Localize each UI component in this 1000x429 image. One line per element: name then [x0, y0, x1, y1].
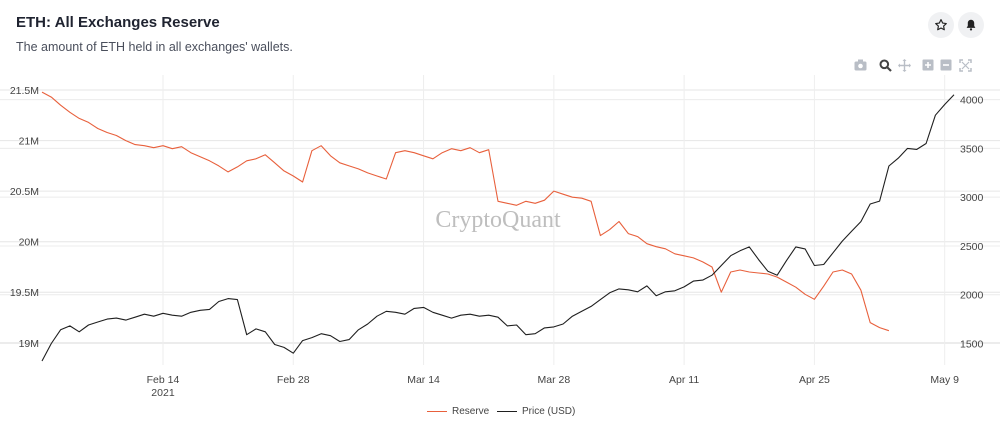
- y-left-tick-label: 21.5M: [10, 85, 39, 97]
- star-icon: [935, 19, 947, 31]
- x-tick-label: Apr 25: [799, 374, 830, 386]
- y-left-tick-label: 20.5M: [10, 186, 39, 198]
- series-line-price[interactable]: [41, 94, 955, 362]
- watermark: CryptoQuant: [435, 207, 561, 233]
- y-right-tick-label: 1500: [960, 338, 984, 350]
- zoom-out-icon[interactable]: [938, 57, 954, 73]
- x-tick-label: May 9: [930, 374, 959, 386]
- x-tick-label: Feb 28: [277, 374, 310, 386]
- zoom-icon[interactable]: [877, 57, 893, 73]
- y-right-tick-label: 3000: [960, 192, 984, 204]
- legend-label-price: Price (USD): [522, 406, 576, 417]
- page-subtitle: The amount of ETH held in all exchanges'…: [16, 40, 293, 54]
- y-left-tick-label: 19.5M: [10, 287, 39, 299]
- legend-label-reserve: Reserve: [452, 406, 490, 417]
- y-right-tick-label: 2000: [960, 290, 984, 302]
- y-right-tick-label: 2500: [960, 241, 984, 253]
- x-tick-sublabel: 2021: [151, 387, 175, 399]
- series-line-reserve[interactable]: [41, 91, 890, 332]
- legend-item-reserve[interactable]: Reserve: [427, 406, 489, 417]
- camera-icon[interactable]: [852, 57, 868, 73]
- autoscale-icon[interactable]: [957, 57, 973, 73]
- zoom-in-icon[interactable]: [920, 57, 936, 73]
- y-left-tick-label: 21M: [19, 136, 39, 148]
- alert-button[interactable]: [958, 12, 984, 38]
- page-title: ETH: All Exchanges Reserve: [16, 14, 220, 31]
- x-tick-label: Feb 14: [147, 374, 180, 386]
- legend-swatch-reserve: [427, 411, 447, 412]
- x-tick-label: Mar 28: [537, 374, 570, 386]
- x-tick-label: Apr 11: [669, 374, 699, 386]
- legend-item-price[interactable]: Price (USD): [497, 406, 575, 417]
- series-lines: [41, 91, 955, 362]
- x-tick-label: Mar 14: [407, 374, 440, 386]
- legend: Reserve Price (USD): [0, 406, 1000, 422]
- y-right-tick-label: 4000: [960, 95, 984, 107]
- pan-icon[interactable]: [896, 57, 912, 73]
- y-left-tick-label: 19M: [19, 338, 39, 350]
- grid: [0, 75, 1000, 365]
- y-axis-left: 19M 19.5M 20M 20.5M 21M 21.5M: [10, 85, 39, 350]
- bell-icon: [966, 19, 976, 31]
- y-left-tick-label: 20M: [19, 237, 39, 249]
- reserve-price-chart[interactable]: CryptoQuant 19M 19.5M 20M 20.5M 21M 21.5M 150…: [0, 75, 1000, 405]
- y-axis-right: 1500 2000 2500 3000 3500 4000: [960, 95, 984, 351]
- y-right-tick-label: 3500: [960, 143, 984, 155]
- legend-swatch-price: [497, 411, 517, 412]
- favorite-button[interactable]: [928, 12, 954, 38]
